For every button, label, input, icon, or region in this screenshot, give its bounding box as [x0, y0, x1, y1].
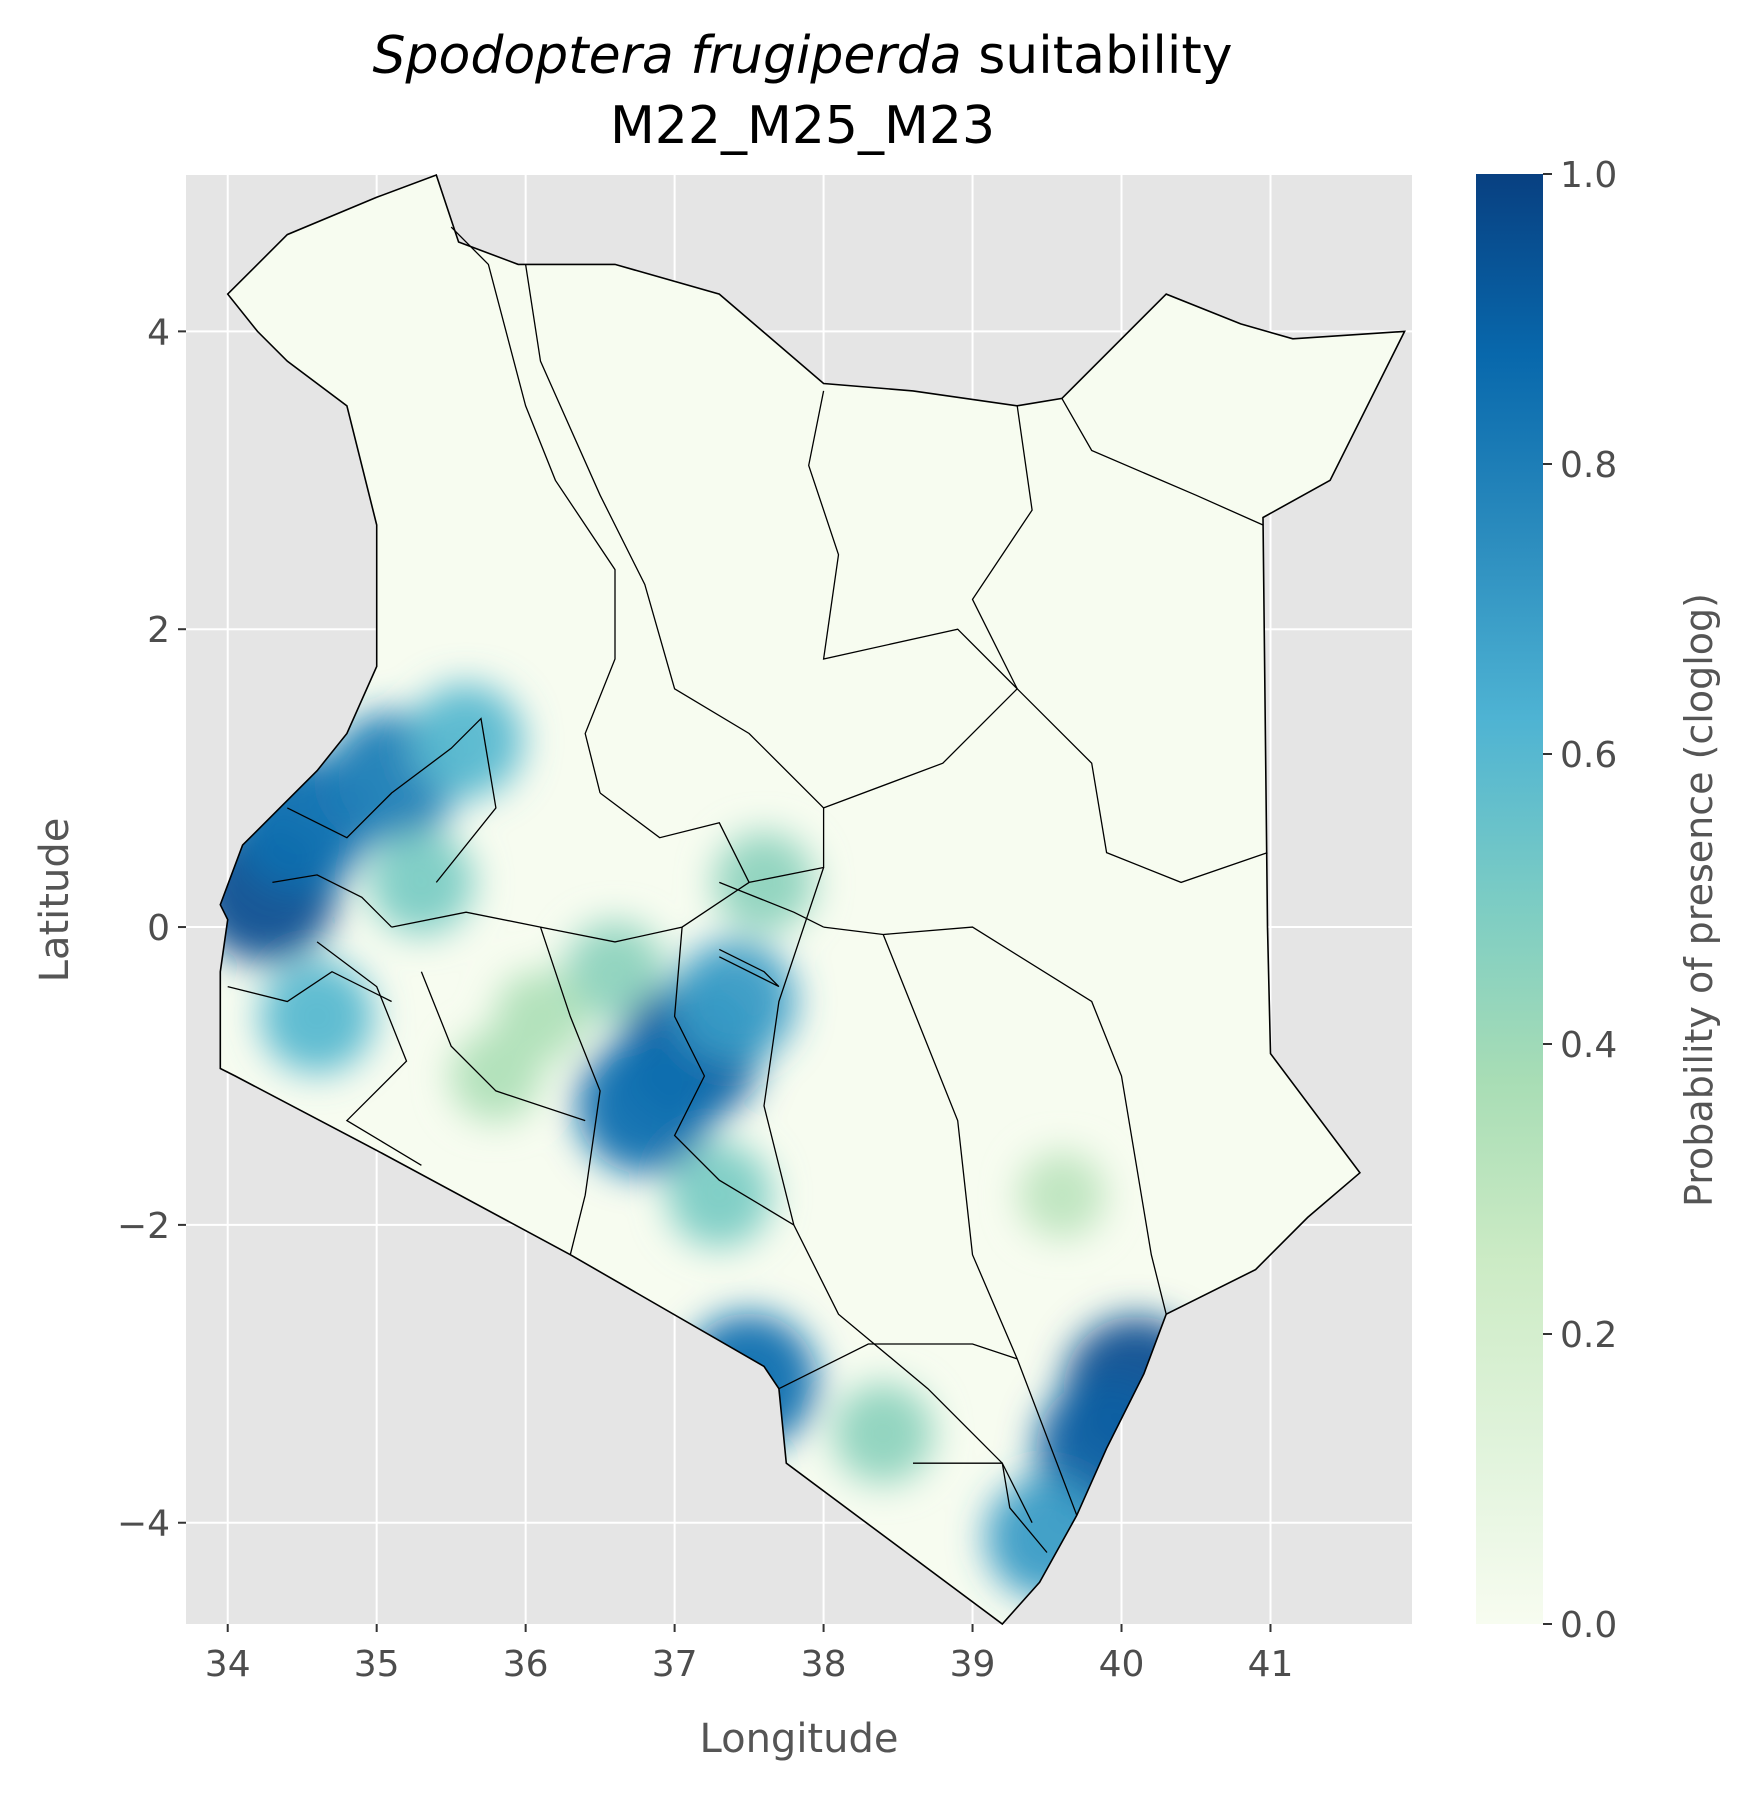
county-line [287, 717, 497, 883]
colorbar-tick-label: 0.6 [1560, 735, 1617, 776]
suitability-hotspot [832, 1383, 934, 1484]
x-axis-label: Longitude [700, 1716, 899, 1762]
x-tick-label: 38 [801, 1644, 847, 1685]
x-tick-label: 36 [503, 1644, 549, 1685]
x-tick-label: 39 [950, 1644, 996, 1685]
colorbar-tick-label: 0.8 [1560, 445, 1617, 486]
x-tick-label: 40 [1099, 1644, 1145, 1685]
county-line [539, 926, 601, 1255]
x-tick-label: 37 [652, 1644, 698, 1685]
colorbar-tick-label: 0.4 [1560, 1025, 1617, 1066]
county-line [719, 881, 824, 928]
y-tick-label: 4 [147, 312, 170, 353]
county-line [391, 807, 825, 943]
map-subtitle: M22_M25_M23 [609, 96, 996, 156]
y-tick-label: 2 [147, 610, 170, 651]
county-line [316, 941, 422, 1166]
suitability-hotspot [666, 1142, 772, 1248]
county-line [882, 934, 1078, 1516]
county-line [227, 970, 392, 1003]
y-axis-label: Latitude [32, 818, 78, 983]
x-axis-ticks: 34 35 36 37 38 39 40 41 [205, 1624, 1294, 1685]
county-line [719, 948, 780, 988]
suitability-hotspot [1018, 1151, 1106, 1239]
title-suffix: suitability [961, 26, 1233, 86]
county-line [808, 390, 1019, 809]
y-axis-ticks: 4 2 0 −2 −4 [117, 312, 186, 1545]
suitability-hotspot [672, 940, 796, 1064]
county-line [599, 792, 750, 883]
x-tick-label: 34 [205, 1644, 251, 1685]
x-tick-label: 35 [354, 1644, 400, 1685]
colorbar-ticks: 1.0 0.8 0.6 0.4 0.2 0.0 [1543, 155, 1617, 1646]
y-tick-label: −2 [117, 1206, 170, 1247]
suitability-hotspot [368, 829, 474, 935]
suitability-hotspot [409, 683, 524, 798]
suitability-hotspot [564, 921, 666, 1022]
county-line [778, 1343, 1018, 1390]
y-tick-label: −4 [117, 1504, 170, 1545]
county-line [673, 927, 795, 1226]
colorbar-tick-label: 1.0 [1560, 155, 1617, 196]
suitability-hotspot [494, 970, 587, 1063]
x-tick-label: 41 [1248, 1644, 1294, 1685]
county-line [450, 226, 616, 794]
suitability-hotspot [260, 959, 375, 1074]
species-name: Spodoptera frugiperda [372, 26, 962, 86]
country-boundary [219, 173, 1406, 1626]
y-tick-label: 0 [147, 908, 170, 949]
county-line [971, 405, 1268, 884]
colorbar-tick-label: 0.0 [1560, 1605, 1617, 1646]
county-line [272, 874, 393, 928]
suitability-hotspot [713, 832, 815, 933]
colorbar [1476, 174, 1543, 1624]
colorbar-tick-label: 0.2 [1560, 1315, 1617, 1356]
county-line [524, 264, 825, 809]
county-line [913, 1462, 1048, 1553]
county-line [420, 971, 586, 1122]
map-title: Spodoptera frugiperda suitability [0, 26, 1605, 86]
colorbar-label: Probability of presence (cloglog) [1677, 593, 1721, 1207]
county-boundaries [227, 226, 1268, 1553]
county-line [1061, 398, 1264, 526]
county-line [763, 867, 1033, 1523]
